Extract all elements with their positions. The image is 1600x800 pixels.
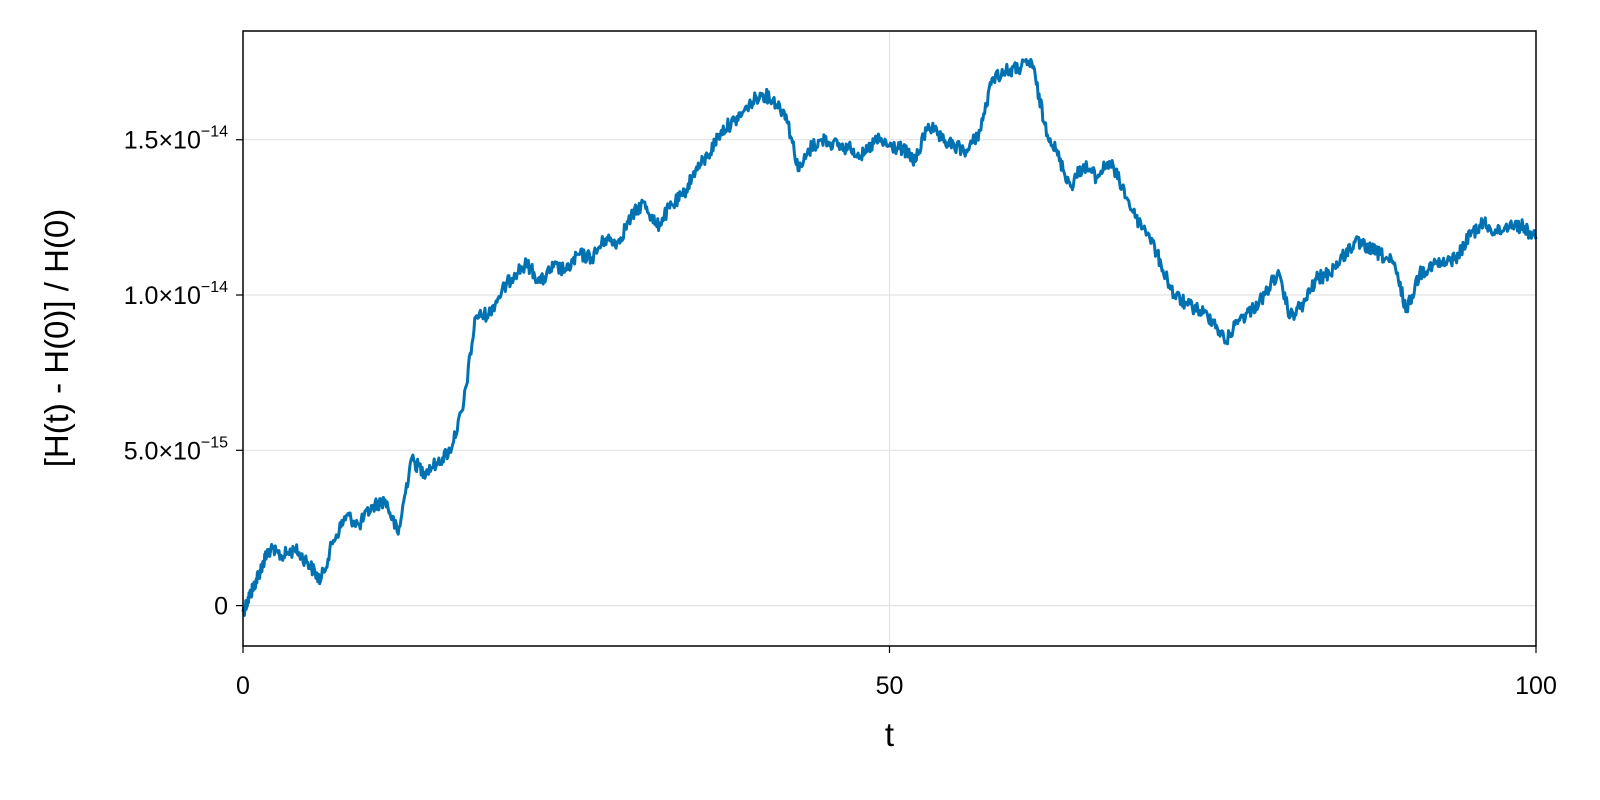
y-tick-exponent: −15 bbox=[201, 434, 228, 451]
y-tick-label: 5.0×10−15 bbox=[124, 434, 228, 465]
y-tick-mantissa: 1.5×10 bbox=[124, 127, 201, 155]
y-tick-mantissa: 1.0×10 bbox=[124, 282, 201, 310]
y-tick-label: 0 bbox=[214, 593, 228, 621]
series-line bbox=[241, 57, 1538, 617]
x-tick-label: 0 bbox=[236, 672, 250, 700]
grid-lines bbox=[243, 31, 1536, 646]
x-axis-ticks: 0 50 100 bbox=[236, 646, 1557, 700]
x-axis-title: t bbox=[885, 716, 894, 753]
y-tick-mantissa: 5.0×10 bbox=[124, 437, 201, 465]
x-tick-label: 100 bbox=[1515, 672, 1557, 700]
y-tick-label: 1.5×10−14 bbox=[124, 124, 228, 155]
plot-area bbox=[241, 57, 1538, 617]
y-tick-label: 1.0×10−14 bbox=[124, 279, 228, 310]
y-axis-title: [H(t) - H(0)] / H(0) bbox=[38, 209, 75, 467]
y-axis-ticks: 05.0×10−151.0×10−141.5×10−14 bbox=[124, 124, 243, 621]
x-tick-label: 50 bbox=[876, 672, 904, 700]
y-tick-exponent: −14 bbox=[201, 279, 228, 296]
y-tick-exponent: −14 bbox=[201, 124, 228, 141]
